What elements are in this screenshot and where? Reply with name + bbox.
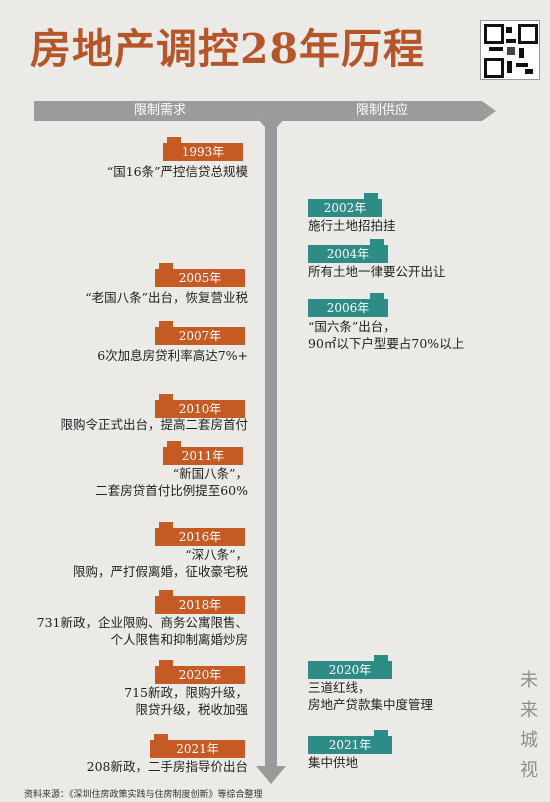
supply-column-label: 限制供应: [356, 103, 409, 118]
demand-event-desc: 208新政，二手房指导价出台: [86, 759, 248, 774]
demand-event-desc: 731新政，企业限购、商务公寓限售、 个人限售和抑制离婚炒房: [36, 615, 248, 647]
demand-year-tag: 2021年: [150, 734, 245, 758]
supply-event-desc: “国六条”出台， 90㎡以下户型要占70%以上: [308, 319, 465, 351]
demand-year-tag: 2010年: [155, 394, 245, 418]
timeline-arrow-tip: [256, 766, 286, 784]
demand-event-desc: “深八条”， 限购，严打假离婚，征收豪宅税: [72, 547, 248, 579]
supply-event-desc: 施行土地招拍挂: [308, 218, 396, 233]
timeline-spine-head: [257, 118, 285, 134]
supply-year-tag: 2021年: [308, 730, 392, 754]
supply-year-tag: 2002年: [308, 193, 382, 217]
qr-code-icon: [480, 20, 540, 80]
supply-year-tag: 2004年: [308, 239, 388, 263]
demand-year-tag: 2011年: [163, 441, 243, 465]
demand-event-desc: “国16条”严控信贷总规模: [106, 164, 248, 179]
demand-column-label: 限制需求: [134, 103, 187, 118]
supply-event-desc: 三道红线， 房地产贷款集中度管理: [308, 680, 434, 712]
supply-year-tag: 2020年: [308, 655, 392, 679]
demand-year-tag: 2005年: [155, 263, 245, 287]
supply-event-desc: 集中供地: [308, 755, 359, 770]
demand-event-desc: “老国八条”出台，恢复营业税: [85, 290, 248, 305]
timeline-header-bar: [34, 101, 482, 121]
brand-watermark: 未来城视: [520, 670, 538, 781]
demand-year-tag: 2020年: [155, 660, 245, 684]
demand-year-tag: 2007年: [155, 321, 245, 345]
page-title: 房地产调控28年历程: [30, 25, 426, 73]
timeline-spine: [265, 121, 277, 771]
timeline-header-arrow: [482, 101, 496, 121]
supply-year-tag: 2006年: [308, 293, 388, 317]
source-footnote: 资料来源：《深圳住房政策实践与住房制度创新》等综合整理: [24, 790, 263, 800]
supply-event-desc: 所有土地一律要公开出让: [308, 264, 446, 279]
demand-event-desc: “新国八条”， 二套房贷首付比例提至60%: [95, 466, 248, 498]
demand-year-tag: 2018年: [155, 590, 245, 614]
demand-event-desc: 限购令正式出台，提高二套房首付: [60, 417, 248, 432]
demand-year-tag: 1993年: [163, 137, 243, 161]
demand-event-desc: 6次加息房贷利率高达7%+: [97, 348, 248, 363]
demand-year-tag: 2016年: [155, 522, 245, 546]
demand-event-desc: 715新政，限购升级， 限贷升级，税收加强: [124, 685, 248, 717]
